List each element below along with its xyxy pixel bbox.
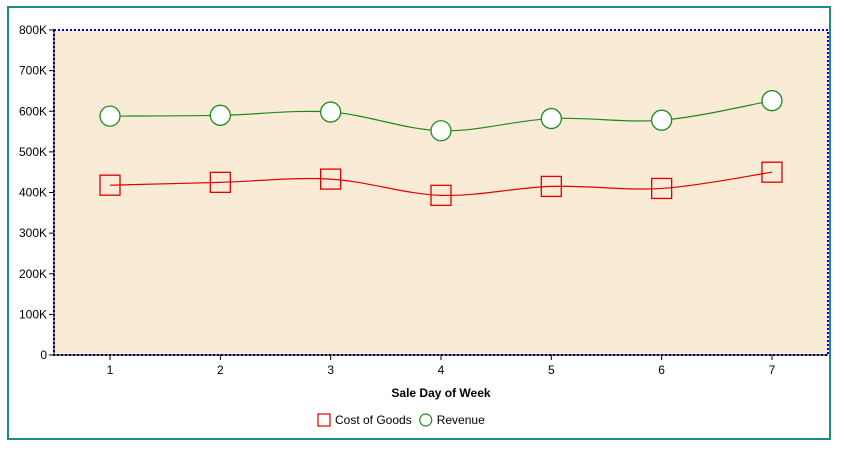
series-line	[109, 171, 773, 197]
legend-label: Cost of Goods	[335, 413, 412, 427]
data-point-circle	[209, 104, 231, 126]
y-tick-label: 200K	[19, 267, 47, 281]
y-tick-label: 600K	[19, 104, 47, 118]
y-axis: 0 100K 200K 300K 400K 500K 600K 700K 800K	[19, 23, 55, 362]
legend-swatch-square	[317, 413, 331, 427]
data-point-circle	[99, 105, 121, 127]
legend: Cost of Goods Revenue	[317, 413, 485, 427]
x-axis: 1 2 3 4 5 6 7	[54, 354, 828, 377]
x-tick-label: 6	[658, 363, 665, 377]
x-tick-label: 1	[107, 363, 114, 377]
y-tick-label: 100K	[19, 307, 47, 321]
plot-area	[54, 30, 828, 355]
data-point-square	[209, 171, 231, 193]
y-tick-label: 500K	[19, 145, 47, 159]
data-point-circle	[540, 107, 562, 130]
data-point-square	[540, 175, 562, 198]
data-point-square	[430, 184, 452, 206]
y-tick-label: 700K	[19, 64, 47, 78]
x-tick-label: 2	[217, 363, 224, 377]
y-tick-label: 400K	[19, 186, 47, 200]
data-point-square	[651, 177, 673, 200]
data-point-circle	[651, 109, 673, 131]
legend-swatch-circle	[419, 413, 433, 427]
series-layer	[99, 90, 783, 206]
data-point-circle	[761, 90, 783, 112]
x-tick-label: 7	[769, 363, 776, 377]
y-tick-label: 300K	[19, 226, 47, 240]
data-point-square	[761, 161, 783, 183]
legend-label: Revenue	[437, 413, 485, 427]
data-point-circle	[430, 120, 452, 142]
x-tick-label: 3	[327, 363, 334, 377]
data-point-circle	[320, 101, 342, 123]
x-axis-title: Sale Day of Week	[391, 386, 490, 400]
y-tick-label: 800K	[19, 23, 47, 37]
data-point-square	[99, 174, 121, 196]
x-tick-label: 5	[548, 363, 555, 377]
data-point-square	[320, 168, 342, 190]
y-tick-label: 0	[40, 348, 47, 362]
x-tick-label: 4	[438, 363, 445, 377]
